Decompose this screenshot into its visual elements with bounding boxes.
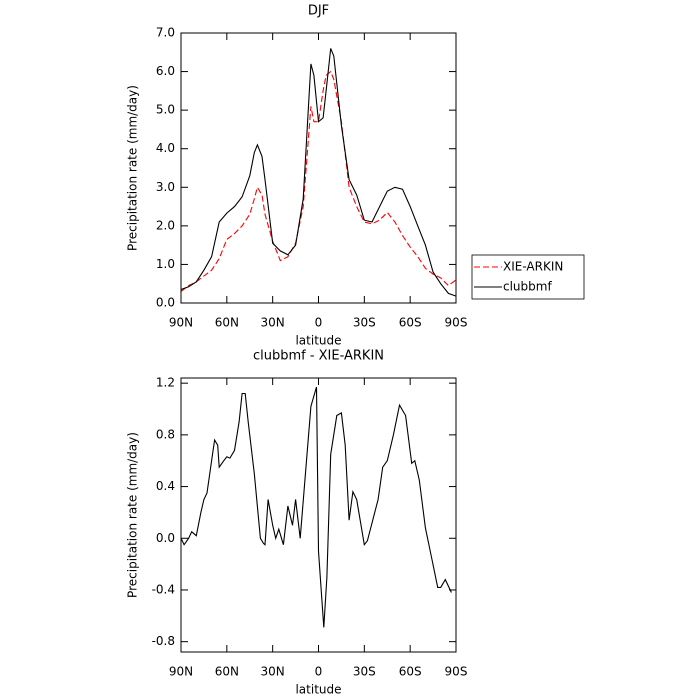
y-axis-label: Precipitation rate (mm/day) [126,432,140,598]
x-tick-label: 60N [215,665,239,679]
plot-frame [180,377,457,653]
x-axis-label: latitude [295,683,341,697]
x-tick-label: 90N [169,316,193,330]
x-tick-label: 60N [215,316,239,330]
y-tick-label: 6.0 [156,64,175,78]
x-tick-label: 0 [315,316,323,330]
x-tick-label: 30N [261,665,285,679]
y-axis-label: Precipitation rate (mm/day) [126,85,140,251]
data-line [180,386,452,628]
y-tick-label: 0.0 [156,296,175,310]
y-tick-label: 1.0 [156,257,175,271]
y-tick-label: 0.4 [156,479,175,493]
y-tick-label: 7.0 [156,26,175,40]
y-tick-label: 2.0 [156,218,175,232]
y-tick-label: 0.0 [156,531,175,545]
chart-title: clubbmf - XIE-ARKIN [253,349,384,364]
chart-title: DJF [308,4,329,19]
x-tick-label: 90N [169,665,193,679]
x-axis-label: latitude [295,334,341,348]
plot-frame [180,32,457,304]
x-tick-label: 30S [353,316,376,330]
x-tick-label: 0 [315,665,323,679]
y-tick-label: -0.4 [152,582,175,596]
legend-box [471,254,585,300]
y-tick-label: 5.0 [156,103,175,117]
y-tick-label: -0.8 [152,634,175,648]
y-tick-label: 0.8 [156,427,175,441]
y-tick-label: 4.0 [156,141,175,155]
data-line [180,48,457,297]
legend-label: clubbmf [503,280,552,294]
x-tick-label: 30S [353,665,376,679]
x-tick-label: 60S [399,665,422,679]
x-tick-label: 60S [399,316,422,330]
x-tick-label: 90S [445,665,468,679]
x-tick-label: 30N [261,316,285,330]
data-line [180,70,457,292]
legend-label: XIE-ARKIN [503,260,563,274]
y-tick-label: 1.2 [156,376,175,390]
y-tick-label: 3.0 [156,180,175,194]
x-tick-label: 90S [445,316,468,330]
